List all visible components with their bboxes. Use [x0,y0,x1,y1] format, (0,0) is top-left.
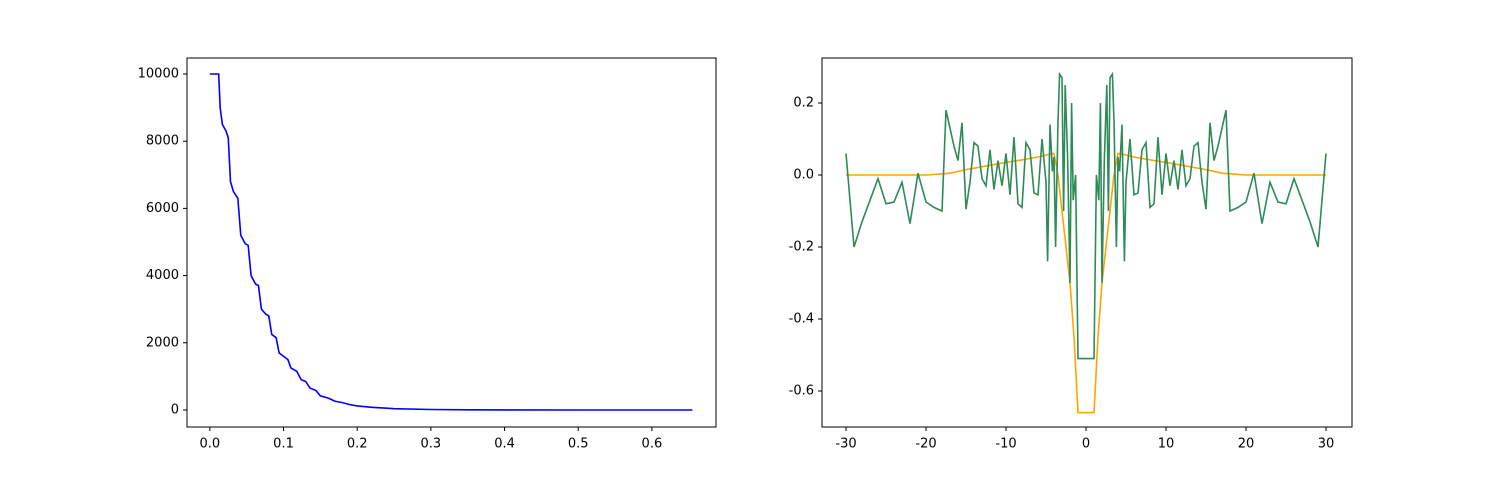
y-tick-label: -0.6 [789,384,814,399]
y-tick-label: 4000 [146,268,179,283]
y-tick-label: 0 [171,402,179,417]
x-tick-label: 0.5 [568,437,589,452]
y-tick-label: -0.4 [789,312,814,327]
x-tick-label: 20 [1238,437,1255,452]
x-tick-label: 0.3 [421,437,442,452]
x-tick-label: 0.4 [494,437,515,452]
x-tick-label: 10 [1158,437,1175,452]
x-tick-label: 0.6 [642,437,663,452]
x-tick-label: -10 [995,437,1016,452]
y-tick-label: 10000 [138,66,179,81]
y-tick-label: 2000 [146,335,179,350]
x-tick-label: -20 [915,437,936,452]
axes-frame [186,57,717,428]
data-line [209,73,693,411]
y-tick-label: -0.2 [789,240,814,255]
x-tick-label: -30 [835,437,856,452]
y-tick-label: 8000 [146,134,179,149]
x-tick-label: 0 [1082,437,1090,452]
data-line [846,152,1326,414]
x-tick-label: 30 [1318,437,1335,452]
y-tick-label: 0.2 [793,96,814,111]
x-tick-label: 0.2 [347,437,368,452]
y-tick-label: 6000 [146,201,179,216]
data-line [845,71,1327,360]
y-tick-label: 0.0 [793,168,814,183]
x-tick-label: 0.0 [199,437,220,452]
axes-frame [821,57,1353,428]
x-tick-label: 0.1 [273,437,294,452]
